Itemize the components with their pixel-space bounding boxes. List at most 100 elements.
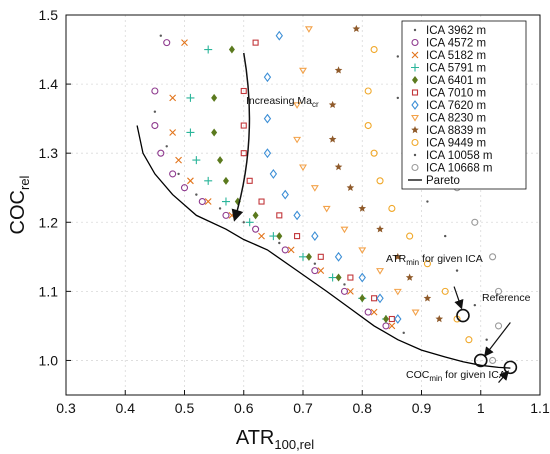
- data-point: [293, 210, 301, 221]
- data-point: [252, 211, 259, 220]
- data-point: [204, 45, 213, 54]
- legend-label: ICA 7010 m: [426, 88, 486, 100]
- data-point: [169, 94, 177, 102]
- data-point: [328, 135, 337, 143]
- data-point: [370, 45, 378, 54]
- data-point: [317, 253, 324, 260]
- data-point: [275, 30, 283, 41]
- data-point: [489, 253, 497, 261]
- data-point: [245, 218, 254, 227]
- data-point: [359, 294, 366, 303]
- data-point: [465, 336, 473, 344]
- x-tick-label: 1.1: [530, 400, 550, 416]
- data-point: [204, 176, 213, 185]
- data-point: [347, 274, 354, 281]
- data-point: [328, 273, 337, 282]
- data-point: [311, 267, 319, 275]
- data-point: [376, 268, 384, 275]
- legend-marker: [411, 126, 419, 134]
- data-point: [358, 247, 367, 254]
- data-point: [411, 309, 420, 317]
- data-point: [494, 287, 503, 295]
- coc-min-arrow: [498, 370, 509, 383]
- annotations-layer: Increasing Macr ATRmin for given ICA Ref…: [231, 52, 531, 383]
- legend-marker: [411, 89, 419, 96]
- data-point: [195, 193, 198, 196]
- data-point: [371, 295, 378, 302]
- data-point: [258, 198, 265, 205]
- data-point: [358, 204, 367, 212]
- data-point: [388, 315, 395, 323]
- data-point: [364, 121, 372, 130]
- data-point: [394, 252, 402, 261]
- legend-marker: [411, 63, 419, 72]
- data-point: [435, 315, 444, 323]
- x-axis-title: ATR100,rel: [236, 427, 314, 452]
- data-point: [278, 241, 281, 245]
- legend-marker: [411, 38, 419, 47]
- data-point: [169, 170, 177, 178]
- x-tick-label: 0.4: [116, 400, 136, 416]
- data-point: [402, 331, 405, 335]
- data-point: [423, 294, 432, 302]
- data-point: [175, 156, 182, 164]
- x-tick-label: 0.9: [412, 400, 432, 416]
- data-point: [334, 251, 343, 262]
- pareto-layer: [136, 125, 511, 369]
- data-point: [222, 211, 230, 219]
- data-point: [388, 322, 396, 330]
- data-point: [376, 225, 384, 233]
- data-point: [269, 232, 278, 241]
- x-tick-label: 0.8: [353, 400, 373, 416]
- data-point: [242, 221, 245, 224]
- data-point: [263, 148, 272, 159]
- legend-label: ICA 8230 m: [426, 113, 486, 125]
- reference-arrow: [484, 322, 511, 357]
- data-point: [187, 177, 194, 185]
- x-tick-label: 0.6: [234, 400, 254, 416]
- data-point: [151, 121, 159, 130]
- data-point: [299, 67, 307, 75]
- legend-label: ICA 4572 m: [426, 38, 486, 50]
- y-tick-label: 1.2: [39, 214, 59, 230]
- atr-min-marker: [456, 308, 470, 323]
- data-point: [473, 303, 477, 307]
- x-tick-label: 0.3: [56, 400, 76, 416]
- data-point: [276, 212, 283, 219]
- data-point: [494, 322, 503, 330]
- data-point: [406, 232, 414, 240]
- data-point: [294, 233, 301, 240]
- series-ica-7010-m: [240, 39, 395, 323]
- data-point: [394, 314, 402, 324]
- legend-label: ICA 5182 m: [426, 50, 486, 62]
- data-point: [252, 39, 259, 46]
- data-point: [441, 287, 449, 295]
- data-point: [211, 93, 218, 102]
- data-point: [352, 24, 361, 33]
- annotation-increasing: Increasing Macr: [246, 95, 319, 109]
- legend-label: ICA 10058 m: [426, 150, 492, 162]
- data-point: [163, 39, 171, 47]
- data-point: [322, 205, 331, 213]
- data-point: [313, 262, 317, 265]
- x-tick-label: 0.5: [175, 400, 195, 416]
- data-point: [276, 232, 283, 241]
- data-point: [192, 156, 201, 165]
- data-point: [444, 234, 447, 238]
- data-point: [328, 100, 337, 109]
- annotation-reference: Reference: [482, 292, 531, 304]
- data-point: [317, 267, 325, 275]
- data-point: [181, 39, 188, 47]
- legend-marker: [411, 163, 419, 172]
- data-point: [169, 129, 177, 136]
- data-point: [370, 149, 378, 157]
- series-ica-7620-m: [263, 30, 402, 324]
- legend-label: ICA 3962 m: [426, 25, 486, 37]
- data-point: [340, 226, 349, 234]
- y-tick-label: 1.1: [39, 283, 59, 299]
- series-ica-10058-m: [396, 55, 488, 341]
- y-tick-label: 1.5: [39, 7, 59, 23]
- data-point: [388, 204, 396, 213]
